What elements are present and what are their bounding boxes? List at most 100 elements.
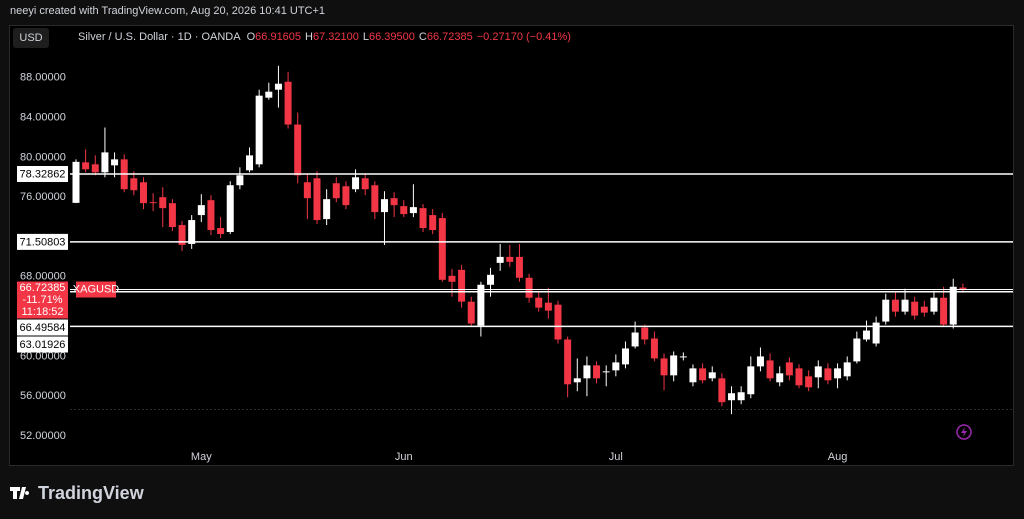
candle-body — [872, 322, 880, 344]
legend-value: 67.32100 — [313, 31, 359, 43]
candle-body — [708, 372, 716, 379]
level-tag-label: 63.01926 — [20, 339, 66, 351]
candle-body — [226, 185, 234, 233]
candle-body — [862, 330, 870, 340]
candle-body — [776, 373, 784, 383]
level-tag — [17, 336, 68, 353]
alert-circle[interactable] — [956, 424, 972, 440]
candle-body — [920, 306, 928, 313]
candle-body — [959, 287, 967, 290]
y-tick-label: 60.00000 — [20, 350, 66, 362]
alert-bolt[interactable] — [961, 427, 967, 437]
candle-body — [380, 199, 388, 213]
level-tag — [17, 166, 68, 183]
candle-body — [265, 91, 273, 98]
candle-body — [217, 228, 225, 235]
level-tag — [17, 233, 68, 250]
legend-change: −0.27170 (−0.41%) — [477, 31, 571, 43]
candle-body — [650, 338, 658, 359]
candle-body — [197, 205, 205, 216]
y-tick-label: 84.00000 — [20, 111, 66, 123]
y-tick-label: 52.00000 — [20, 430, 66, 442]
symbol-tag — [76, 281, 116, 298]
candle-body — [352, 177, 360, 190]
candle-body — [679, 356, 687, 358]
candle-body — [111, 159, 119, 166]
candle-body — [496, 256, 504, 263]
candle-body — [313, 178, 321, 221]
candle-body — [660, 358, 668, 376]
candle-body — [159, 197, 167, 209]
candle-body — [583, 365, 591, 379]
x-tick-label: Aug — [828, 451, 848, 463]
legend-key: C — [419, 31, 427, 43]
candle-body — [573, 378, 581, 383]
legend-key: H — [305, 31, 313, 43]
candle-body — [756, 356, 764, 367]
candle-body — [689, 368, 697, 383]
x-tick-label: Jul — [609, 451, 623, 463]
legend-key: O — [247, 31, 256, 43]
candle-body — [853, 338, 861, 362]
candle-body — [342, 186, 350, 206]
usd-button-label[interactable]: USD — [19, 32, 42, 44]
y-tick-label: 80.00000 — [20, 151, 66, 163]
y-tick-label: 68.00000 — [20, 271, 66, 283]
candle-body — [805, 376, 813, 388]
x-tick-label: Jun — [395, 451, 413, 463]
legend-value: 66.39500 — [369, 31, 415, 43]
candle-body — [728, 393, 736, 401]
y-tick-label: 76.00000 — [20, 191, 66, 203]
candle-body — [429, 215, 437, 231]
candle-body — [72, 161, 80, 203]
usd-button[interactable] — [13, 28, 49, 48]
candle-body — [699, 368, 707, 381]
candle-body — [766, 360, 774, 379]
candle-body — [911, 301, 919, 316]
candle-body — [670, 355, 678, 376]
logo-icon — [10, 487, 30, 499]
candle-body — [323, 199, 331, 220]
candle-body — [834, 368, 842, 379]
candle-body — [535, 297, 543, 308]
level-tag-label: 66.49584 — [20, 322, 66, 334]
candle-body — [91, 164, 99, 173]
y-tick-label: 88.00000 — [20, 72, 66, 84]
candle-body — [814, 366, 822, 378]
legend-value: 66.72385 — [427, 31, 473, 43]
candle-body — [149, 202, 157, 204]
candle-body — [188, 220, 196, 244]
candle-body — [409, 207, 417, 214]
logo-text: TradingView — [38, 483, 145, 503]
candle-body — [593, 365, 601, 379]
price-tag-countdown: 11:18:52 — [21, 306, 63, 318]
candle-body — [246, 155, 254, 171]
candle-body — [236, 175, 244, 186]
credit: neeyi created with TradingView.com, Aug … — [10, 5, 325, 17]
price-tag-change: -11.71% — [22, 294, 62, 306]
candle-body — [612, 362, 620, 371]
candle-body — [554, 304, 562, 340]
candle-body — [641, 327, 649, 340]
legend-value: 66.91605 — [255, 31, 301, 43]
candle-body — [390, 198, 398, 206]
candle-body — [458, 269, 466, 302]
candle-body — [178, 225, 186, 245]
legend: Silver / U.S. Dollar · 1D · OANDA O66.916… — [78, 31, 571, 43]
candle-body — [949, 286, 957, 325]
candle-body — [284, 81, 292, 125]
candle-body — [621, 348, 629, 365]
legend-symbol: Silver / U.S. Dollar · 1D · OANDA — [78, 31, 241, 43]
price-tag — [17, 281, 68, 319]
candle-body — [795, 368, 803, 386]
candle-body — [602, 371, 610, 373]
candle-body — [843, 362, 851, 377]
candle-body — [487, 274, 495, 285]
candle-body — [940, 297, 948, 325]
candle-body — [371, 185, 379, 213]
alert-icon[interactable] — [956, 424, 972, 440]
candle-body — [737, 392, 745, 401]
candle-body — [525, 277, 533, 298]
candle-body — [294, 124, 302, 176]
